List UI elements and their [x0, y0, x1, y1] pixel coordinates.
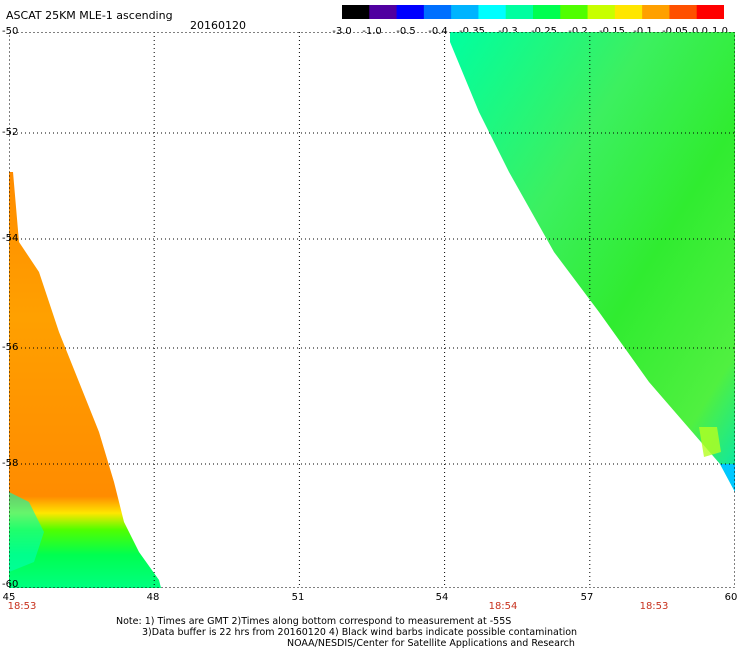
cb-label: -0.05 [662, 26, 688, 37]
time-label: 18:53 [7, 601, 37, 612]
lon-label: 57 [580, 592, 594, 603]
cb-label: -1.0 [362, 26, 382, 37]
cb-label: -0.2 [568, 26, 588, 37]
west-swath [9, 172, 161, 588]
colorbar-segment [614, 5, 643, 19]
graticule [9, 32, 735, 588]
cb-label: -0.1 [633, 26, 653, 37]
colorbar-segment [696, 5, 724, 19]
east-swath-yellow-patch [699, 427, 721, 457]
cb-label: -0.15 [599, 26, 625, 37]
cb-label: -0.25 [531, 26, 557, 37]
colorbar-segment [451, 5, 479, 19]
east-swath [450, 32, 735, 492]
colorbar-segment [642, 5, 670, 19]
cb-label: -3.0 [332, 26, 352, 37]
west-swath-cyan-patch [9, 492, 44, 572]
colorbar-segment [560, 5, 589, 19]
lat-label: -60 [2, 579, 19, 590]
time-label: 18:54 [488, 601, 518, 612]
lat-label: -56 [2, 342, 19, 353]
lon-label: 45 [2, 592, 16, 603]
note-line-1: Note: 1) Times are GMT 2)Times along bot… [116, 616, 512, 627]
colorbar-segment [342, 5, 370, 19]
east-swath-cyan-edge [720, 464, 735, 492]
colorbar-segment [505, 5, 534, 19]
cb-label: 1.0 [712, 26, 728, 37]
colorbar-segment [669, 5, 698, 19]
lat-label: -52 [2, 127, 19, 138]
map-title: ASCAT 25KM MLE-1 ascending [6, 9, 173, 22]
lat-label: -58 [2, 458, 19, 469]
colorbar-segment [369, 5, 398, 19]
colorbar-segment [533, 5, 561, 19]
colorbar-segment [396, 5, 425, 19]
lon-label: 60 [724, 592, 738, 603]
map-date: 20160120 [190, 19, 246, 32]
cb-label: -0.4 [428, 26, 448, 37]
colorbar-segment [423, 5, 452, 19]
colorbar-segment [478, 5, 507, 19]
lon-label: 54 [435, 592, 449, 603]
note-line-2: 3)Data buffer is 22 hrs from 20160120 4)… [142, 627, 578, 638]
time-label: 18:53 [639, 601, 669, 612]
cb-label: -0.5 [396, 26, 416, 37]
cb-label: -0.35 [459, 26, 485, 37]
cb-label: 0.0 [692, 26, 708, 37]
map-plot[interactable] [9, 32, 735, 588]
lat-label: -50 [2, 26, 19, 37]
colorbar-segment [587, 5, 616, 19]
note-line-3: NOAA/NESDIS/Center for Satellite Applica… [287, 638, 575, 649]
colorbar [342, 5, 724, 19]
lon-label: 51 [291, 592, 305, 603]
lon-label: 48 [146, 592, 160, 603]
colorbar-labels: -3.0 -1.0 -0.5 -0.4 -0.35 -0.3 -0.25 -0.… [330, 26, 730, 38]
lat-label: -54 [2, 233, 19, 244]
cb-label: -0.3 [498, 26, 518, 37]
